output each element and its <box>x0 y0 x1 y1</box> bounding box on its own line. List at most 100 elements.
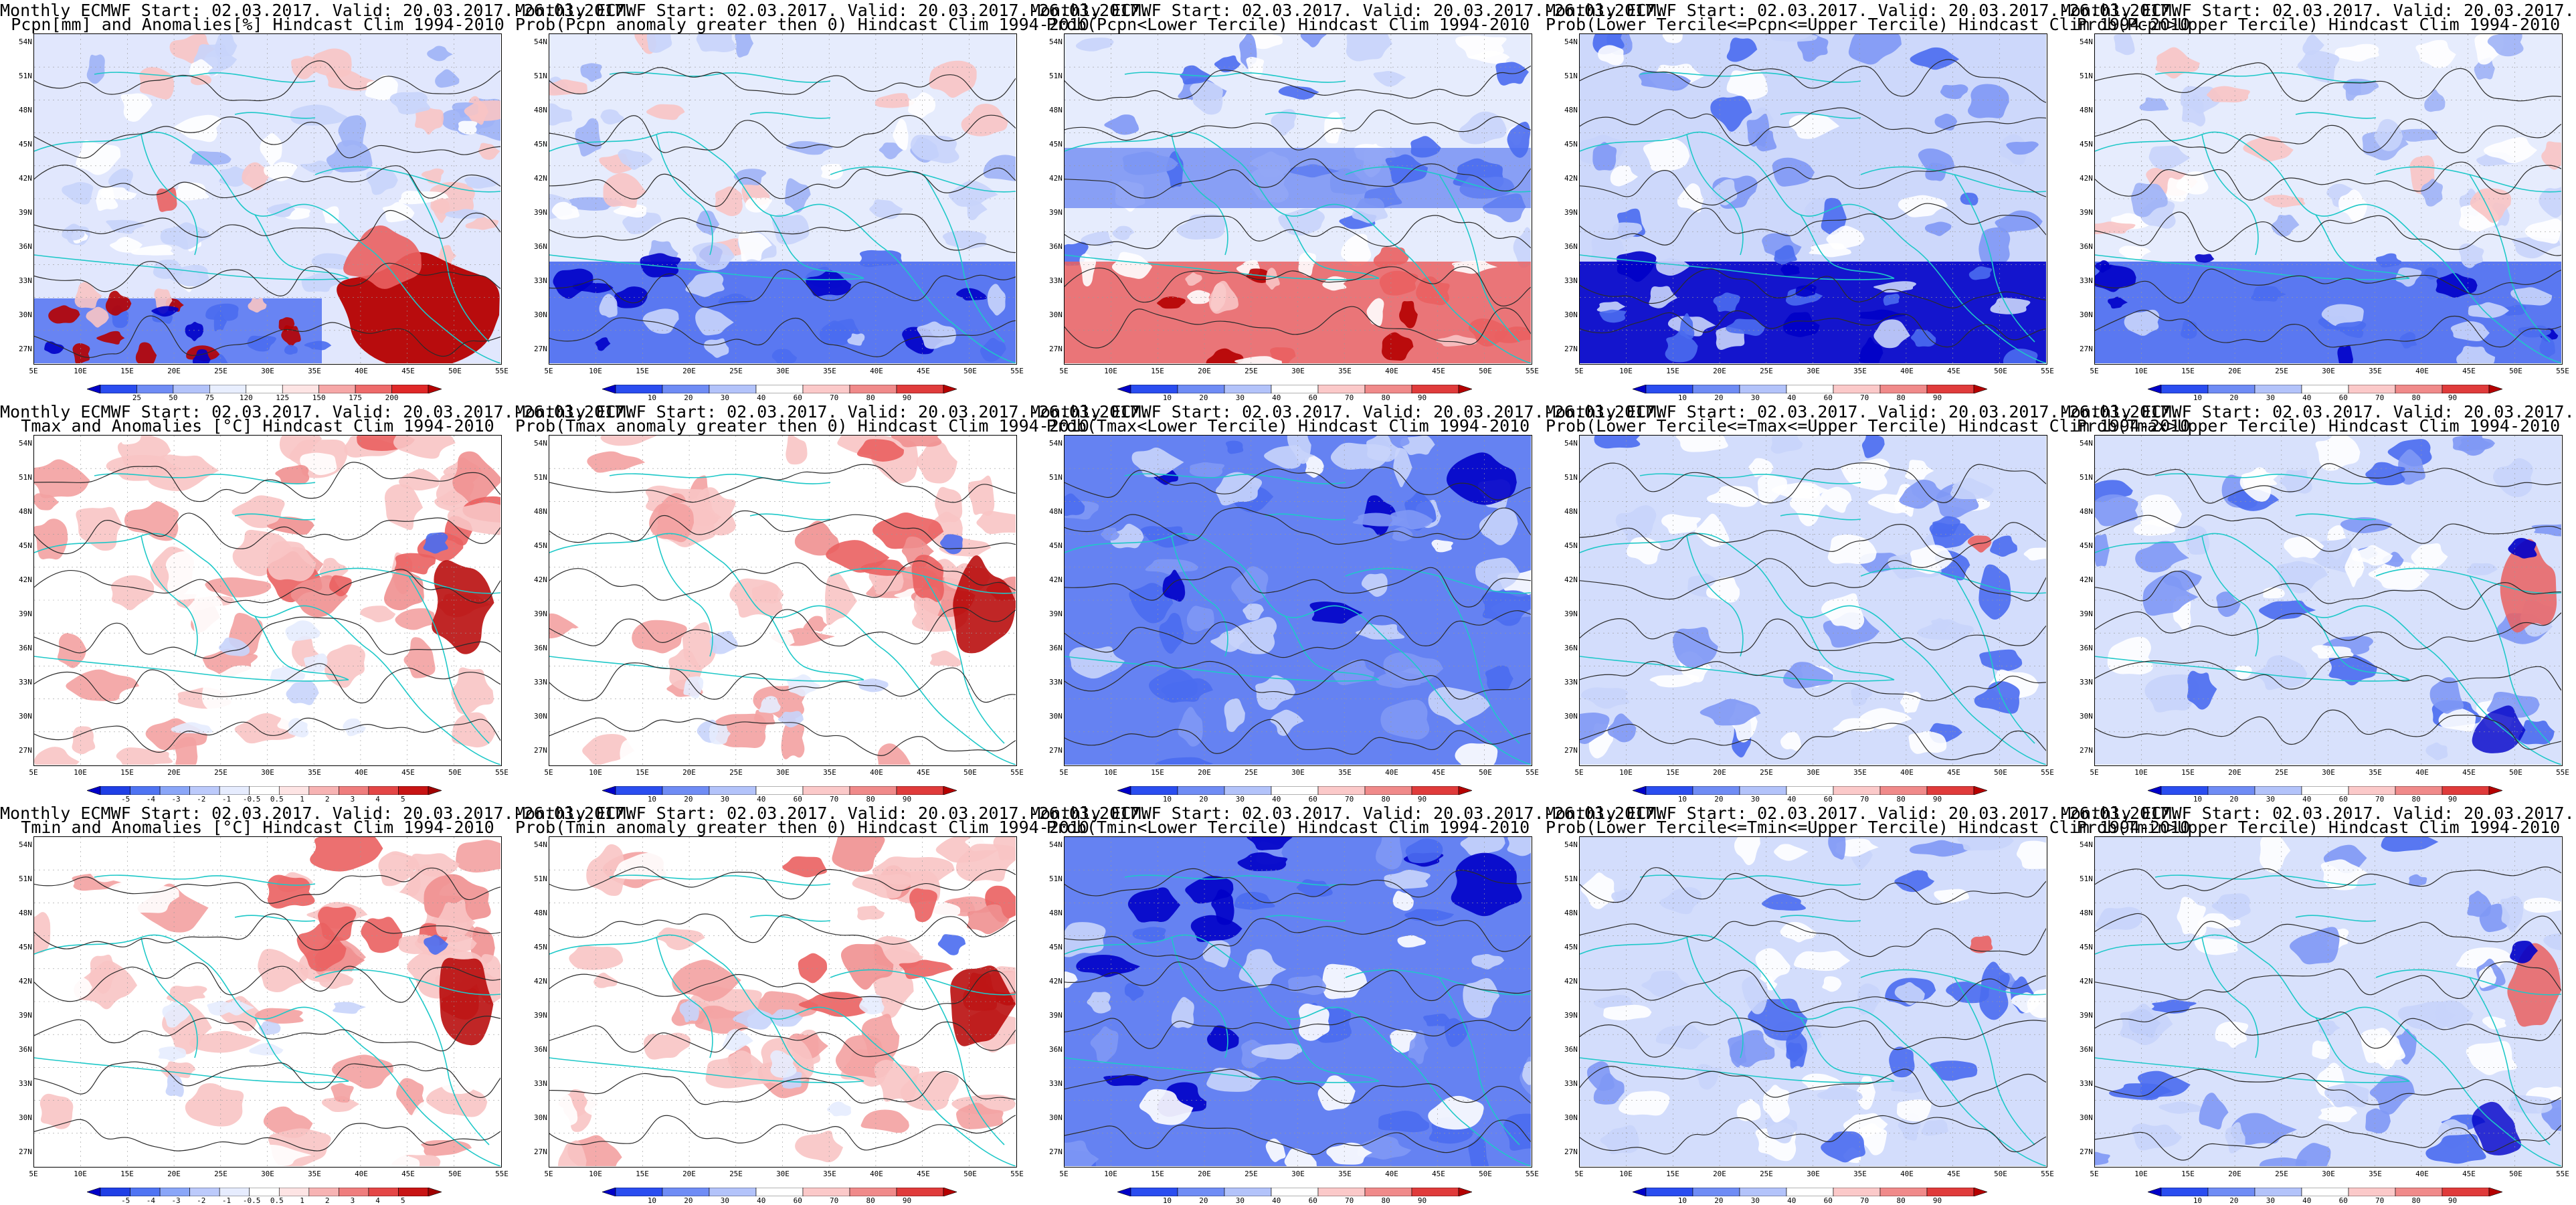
colorbar-tick-label: 10 <box>1677 1196 1687 1205</box>
colorbar-segment <box>1317 785 1366 796</box>
longitude-label: 5E <box>544 1170 553 1178</box>
forecast-panel-tmax-middle: Monthly ECMWF Start: 02.03.2017. Valid: … <box>1546 401 2190 804</box>
latitude-label: 39N <box>1564 208 1578 217</box>
field-patch <box>2211 893 2251 921</box>
contour-line <box>549 1021 1016 1057</box>
field-patch <box>105 290 132 316</box>
longitude-label: 15E <box>1151 768 1164 777</box>
field-patch <box>1649 674 1699 688</box>
colorbar-segment <box>219 1187 250 1197</box>
field-patch <box>319 557 349 579</box>
field-patch <box>2095 221 2136 235</box>
field-patch <box>1774 245 1797 265</box>
field-patch <box>162 1001 191 1028</box>
field-patch <box>1309 601 1363 624</box>
field-patch <box>937 934 966 955</box>
longitude-label: 30E <box>776 1170 790 1178</box>
field-patch <box>1857 983 1881 1015</box>
field-patch <box>2424 89 2446 112</box>
field-patch <box>569 945 624 970</box>
longitude-label: 20E <box>2228 367 2241 375</box>
field-patch <box>258 1021 281 1035</box>
field-patch <box>2199 1093 2229 1129</box>
colorbar-tick-label: -1 <box>221 795 232 804</box>
field-patch <box>2456 345 2496 363</box>
field-patch <box>308 989 357 1033</box>
field-patch <box>1710 96 1752 132</box>
colorbar-tick-label: 60 <box>793 393 802 402</box>
colorbar-tick-label: 2 <box>325 795 330 804</box>
colorbar <box>602 1186 957 1197</box>
longitude-label: 30E <box>2322 768 2335 777</box>
colorbar-segment <box>2207 1187 2256 1197</box>
field-patch <box>1326 1142 1373 1165</box>
field-patch <box>654 927 705 951</box>
contour-line <box>1065 466 1531 500</box>
forecast-panel-tmax-anom: Monthly ECMWF Start: 02.03.2017. Valid: … <box>0 401 634 804</box>
contour-line <box>34 1119 500 1151</box>
field-patch <box>1672 627 1718 668</box>
contour-line <box>34 165 500 199</box>
latitude-label: 45N <box>1564 140 1578 149</box>
field-patch <box>935 486 963 523</box>
field-patch <box>389 92 430 115</box>
longitude-label: 25E <box>1760 367 1773 375</box>
field-patch <box>110 237 143 253</box>
field-patch <box>1627 537 1661 565</box>
latitude-label: 45N <box>2080 140 2093 149</box>
latitude-label: 48N <box>534 106 547 114</box>
field-patch <box>361 917 403 953</box>
field-patch <box>1659 887 1702 915</box>
field-patch <box>458 120 478 135</box>
field-patch <box>1873 319 1910 349</box>
colorbar-segment <box>709 384 757 394</box>
colorbar-segment <box>2254 785 2302 796</box>
field-patch <box>2207 86 2250 103</box>
colorbar-tick-label: 70 <box>830 393 839 402</box>
forecast-map <box>33 33 502 365</box>
latitude-label: 42N <box>1049 575 1063 584</box>
field-patch <box>580 63 602 82</box>
longitude-label: 35E <box>1853 1170 1867 1178</box>
field-patch <box>1065 493 1085 517</box>
contour-line <box>549 607 1016 647</box>
field-patch <box>1661 514 1701 535</box>
latitude-label: 51N <box>534 473 547 482</box>
latitude-label: 42N <box>2080 977 2093 986</box>
colorbar-tick-label: 10 <box>1162 393 1172 402</box>
longitude-label: 45E <box>401 768 415 777</box>
field-patch <box>184 589 227 640</box>
field-patch <box>2023 547 2046 561</box>
colorbar-segment <box>2301 785 2349 796</box>
colorbar-segment <box>1645 384 1693 394</box>
field-patch <box>1726 37 1758 62</box>
field-patch <box>1587 1061 1615 1091</box>
coastline <box>1124 72 1346 83</box>
field-patch <box>2120 1003 2173 1046</box>
field-patch <box>891 436 942 448</box>
field-patch <box>1208 280 1238 314</box>
field-patch <box>875 93 915 108</box>
colorbar-tick-label: 40 <box>757 1196 766 1205</box>
field-patch <box>1378 1111 1430 1133</box>
field-patch <box>709 630 738 654</box>
field-patch <box>1376 671 1422 688</box>
colorbar-segment <box>2488 384 2503 394</box>
latitude-label: 48N <box>2080 909 2093 917</box>
field-patch <box>2131 1123 2183 1151</box>
field-patch <box>34 912 51 953</box>
longitude-label: 25E <box>214 768 227 777</box>
latitude-label: 27N <box>19 746 32 755</box>
forecast-map <box>2094 435 2563 766</box>
longitude-label: 5E <box>2090 1170 2099 1178</box>
colorbar-segment <box>1317 384 1366 394</box>
field-patch <box>2027 989 2046 1018</box>
colorbar-tick-label: 70 <box>1860 1196 1869 1205</box>
colorbar-tick-label: 60 <box>1823 795 1833 804</box>
latitude-label: 39N <box>534 610 547 618</box>
longitude-label: 15E <box>1666 1170 1679 1178</box>
field-patch <box>249 1043 284 1056</box>
field-patch <box>620 739 648 765</box>
field-patch <box>2415 39 2456 68</box>
latitude-label: 36N <box>1049 242 1063 251</box>
